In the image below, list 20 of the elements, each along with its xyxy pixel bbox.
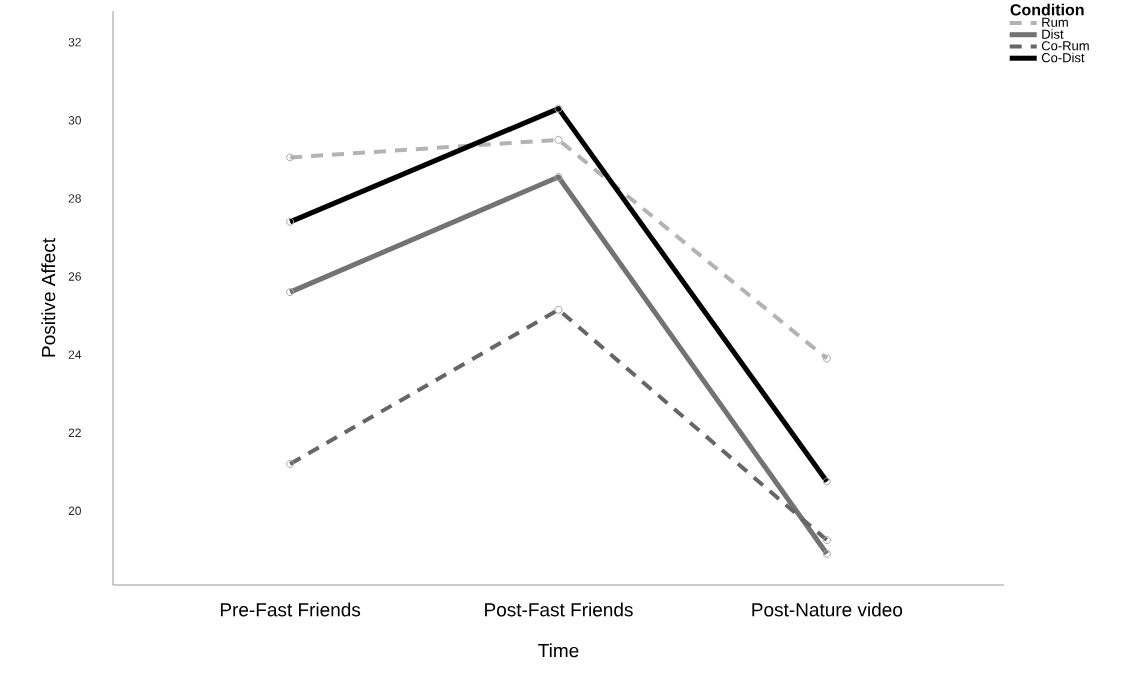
point [286,153,295,162]
y-tick-label: 32 [68,37,81,47]
y-tick-label: 20 [68,506,82,516]
legend-label: Dist [1042,29,1064,39]
x-axis-title: Time [538,643,579,658]
y-tick-label: 26 [68,272,81,281]
legend-title: Condition [1010,3,1084,16]
x-tick-label: Post-Fast Friends [485,602,633,617]
y-tick-label: 30 [68,116,82,125]
legend-label: Co-Rum [1041,41,1089,51]
y-axis-title: Positive Affect [41,238,56,357]
point [554,135,563,144]
y-tick-label: 22 [68,428,81,437]
legend-label: Co-Dist [1041,52,1085,63]
x-tick-label: Post-Nature video [752,602,903,617]
point [822,354,831,363]
y-tick-label: 28 [68,194,81,203]
legend-label: Rum [1042,17,1068,27]
y-tick-label: 24 [68,350,82,359]
x-tick-label: Pre-Fast Friends [220,602,361,617]
